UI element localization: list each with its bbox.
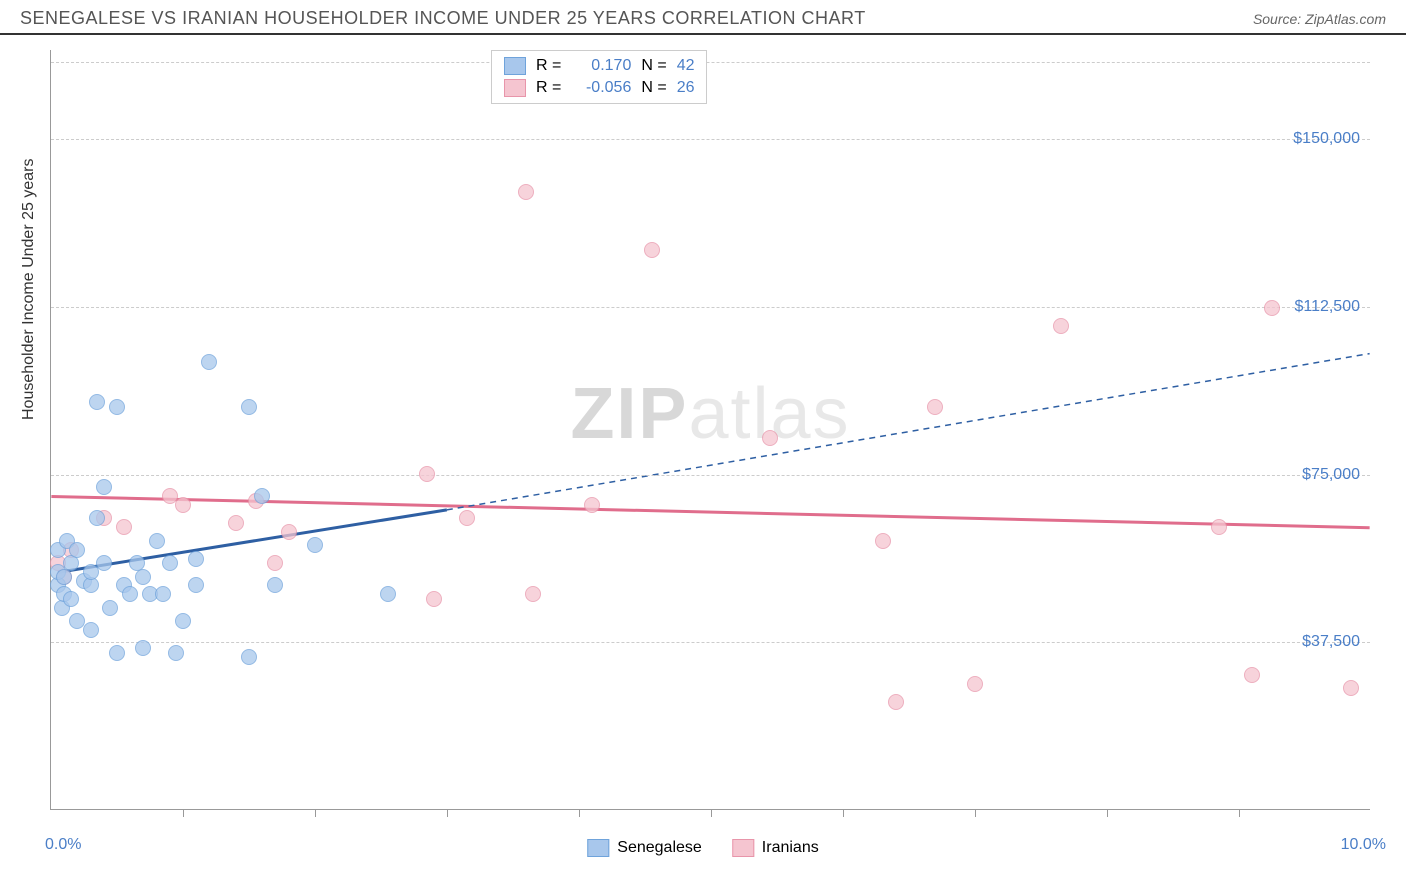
- legend-item-senegalese: Senegalese: [587, 839, 702, 857]
- data-point: [380, 586, 396, 602]
- data-point: [122, 586, 138, 602]
- data-point: [281, 524, 297, 540]
- swatch-iranians: [504, 79, 526, 97]
- data-point: [307, 537, 323, 553]
- data-point: [63, 591, 79, 607]
- watermark: ZIPatlas: [570, 373, 850, 455]
- r-value-senegalese: 0.170: [571, 57, 631, 75]
- gridline: [51, 642, 1370, 643]
- data-point: [426, 591, 442, 607]
- x-tick: [1239, 809, 1240, 817]
- data-point: [96, 555, 112, 571]
- data-point: [241, 399, 257, 415]
- y-axis-title: Householder Income Under 25 years: [20, 159, 38, 420]
- x-axis-min-label: 0.0%: [45, 836, 81, 854]
- data-point: [1053, 318, 1069, 334]
- chart-title: SENEGALESE VS IRANIAN HOUSEHOLDER INCOME…: [20, 8, 866, 29]
- source-label: Source: ZipAtlas.com: [1253, 11, 1386, 27]
- data-point: [188, 551, 204, 567]
- y-tick-label: $150,000: [1293, 130, 1360, 148]
- data-point: [109, 645, 125, 661]
- data-point: [927, 399, 943, 415]
- y-tick-label: $75,000: [1302, 466, 1360, 484]
- data-point: [967, 676, 983, 692]
- swatch-senegalese: [504, 57, 526, 75]
- x-tick: [579, 809, 580, 817]
- data-point: [525, 586, 541, 602]
- data-point: [102, 600, 118, 616]
- data-point: [241, 649, 257, 665]
- data-point: [1211, 519, 1227, 535]
- data-point: [135, 640, 151, 656]
- data-point: [175, 497, 191, 513]
- x-tick: [1107, 809, 1108, 817]
- x-tick: [447, 809, 448, 817]
- r-value-iranians: -0.056: [571, 79, 631, 97]
- data-point: [762, 430, 778, 446]
- data-point: [89, 510, 105, 526]
- data-point: [201, 354, 217, 370]
- data-point: [875, 533, 891, 549]
- legend-row-senegalese: R = 0.170 N = 42: [504, 55, 694, 77]
- data-point: [69, 542, 85, 558]
- n-value-iranians: 26: [677, 79, 695, 97]
- data-point: [1264, 300, 1280, 316]
- data-point: [1343, 680, 1359, 696]
- data-point: [459, 510, 475, 526]
- data-point: [584, 497, 600, 513]
- x-tick: [315, 809, 316, 817]
- data-point: [96, 479, 112, 495]
- chart-plot-area: ZIPatlas R = 0.170 N = 42 R = -0.056 N =…: [50, 50, 1370, 810]
- data-point: [162, 555, 178, 571]
- x-tick: [711, 809, 712, 817]
- data-point: [168, 645, 184, 661]
- legend-row-iranians: R = -0.056 N = 26: [504, 77, 694, 99]
- x-tick: [975, 809, 976, 817]
- data-point: [267, 577, 283, 593]
- trend-lines: [51, 50, 1370, 809]
- x-axis-max-label: 10.0%: [1341, 836, 1386, 854]
- data-point: [109, 399, 125, 415]
- data-point: [267, 555, 283, 571]
- data-point: [1244, 667, 1260, 683]
- data-point: [175, 613, 191, 629]
- data-point: [419, 466, 435, 482]
- data-point: [644, 242, 660, 258]
- data-point: [135, 569, 151, 585]
- gridline: [51, 307, 1370, 308]
- swatch-iranians-icon: [732, 839, 754, 857]
- x-tick: [183, 809, 184, 817]
- data-point: [149, 533, 165, 549]
- gridline: [51, 475, 1370, 476]
- data-point: [888, 694, 904, 710]
- x-tick: [843, 809, 844, 817]
- data-point: [254, 488, 270, 504]
- series-legend: Senegalese Iranians: [587, 839, 818, 857]
- data-point: [228, 515, 244, 531]
- swatch-senegalese-icon: [587, 839, 609, 857]
- data-point: [83, 622, 99, 638]
- data-point: [188, 577, 204, 593]
- data-point: [155, 586, 171, 602]
- gridline: [51, 139, 1370, 140]
- y-tick-label: $37,500: [1302, 633, 1360, 651]
- n-value-senegalese: 42: [677, 57, 695, 75]
- y-tick-label: $112,500: [1294, 298, 1360, 316]
- data-point: [518, 184, 534, 200]
- data-point: [116, 519, 132, 535]
- data-point: [89, 394, 105, 410]
- correlation-legend: R = 0.170 N = 42 R = -0.056 N = 26: [491, 50, 707, 104]
- legend-item-iranians: Iranians: [732, 839, 819, 857]
